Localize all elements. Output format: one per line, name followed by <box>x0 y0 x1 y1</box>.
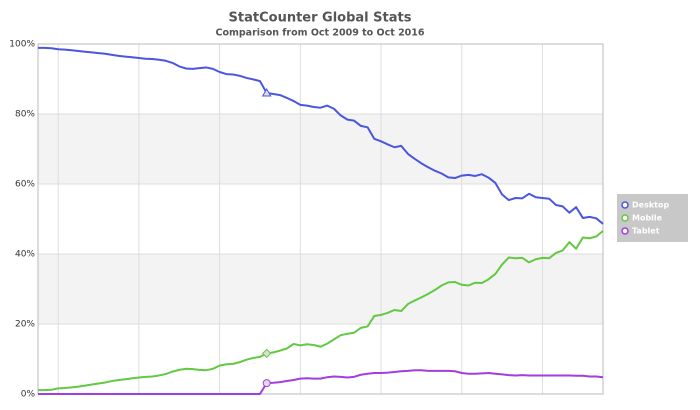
plot-border <box>37 43 604 395</box>
legend-label: Tablet <box>632 227 660 236</box>
legend-label: Mobile <box>632 214 663 223</box>
chart-title: StatCounter Global Stats <box>229 11 412 26</box>
chart-subtitle: Comparison from Oct 2009 to Oct 2016 <box>215 28 424 39</box>
legend-icon <box>621 227 629 235</box>
legend-icon <box>621 201 629 209</box>
y-tick-label: 100% <box>9 40 35 50</box>
series-line <box>38 230 604 392</box>
point-marker <box>261 87 272 97</box>
y-tick-label: 80% <box>15 110 35 120</box>
point-marker <box>261 348 272 359</box>
plot-area <box>38 44 603 394</box>
series-line <box>38 369 604 395</box>
series-line <box>38 46 604 225</box>
legend: Desktop Mobile Tablet <box>617 194 688 242</box>
point-marker <box>262 379 271 388</box>
grid-band <box>38 114 603 184</box>
y-tick-label: 20% <box>15 320 35 330</box>
grid-band <box>38 254 603 324</box>
legend-label: Desktop <box>632 201 669 210</box>
legend-icon <box>621 214 629 222</box>
y-tick-label: 60% <box>15 180 35 190</box>
y-tick-label: 40% <box>15 250 35 260</box>
legend-box <box>617 194 688 242</box>
y-tick-label: 0% <box>21 390 36 400</box>
